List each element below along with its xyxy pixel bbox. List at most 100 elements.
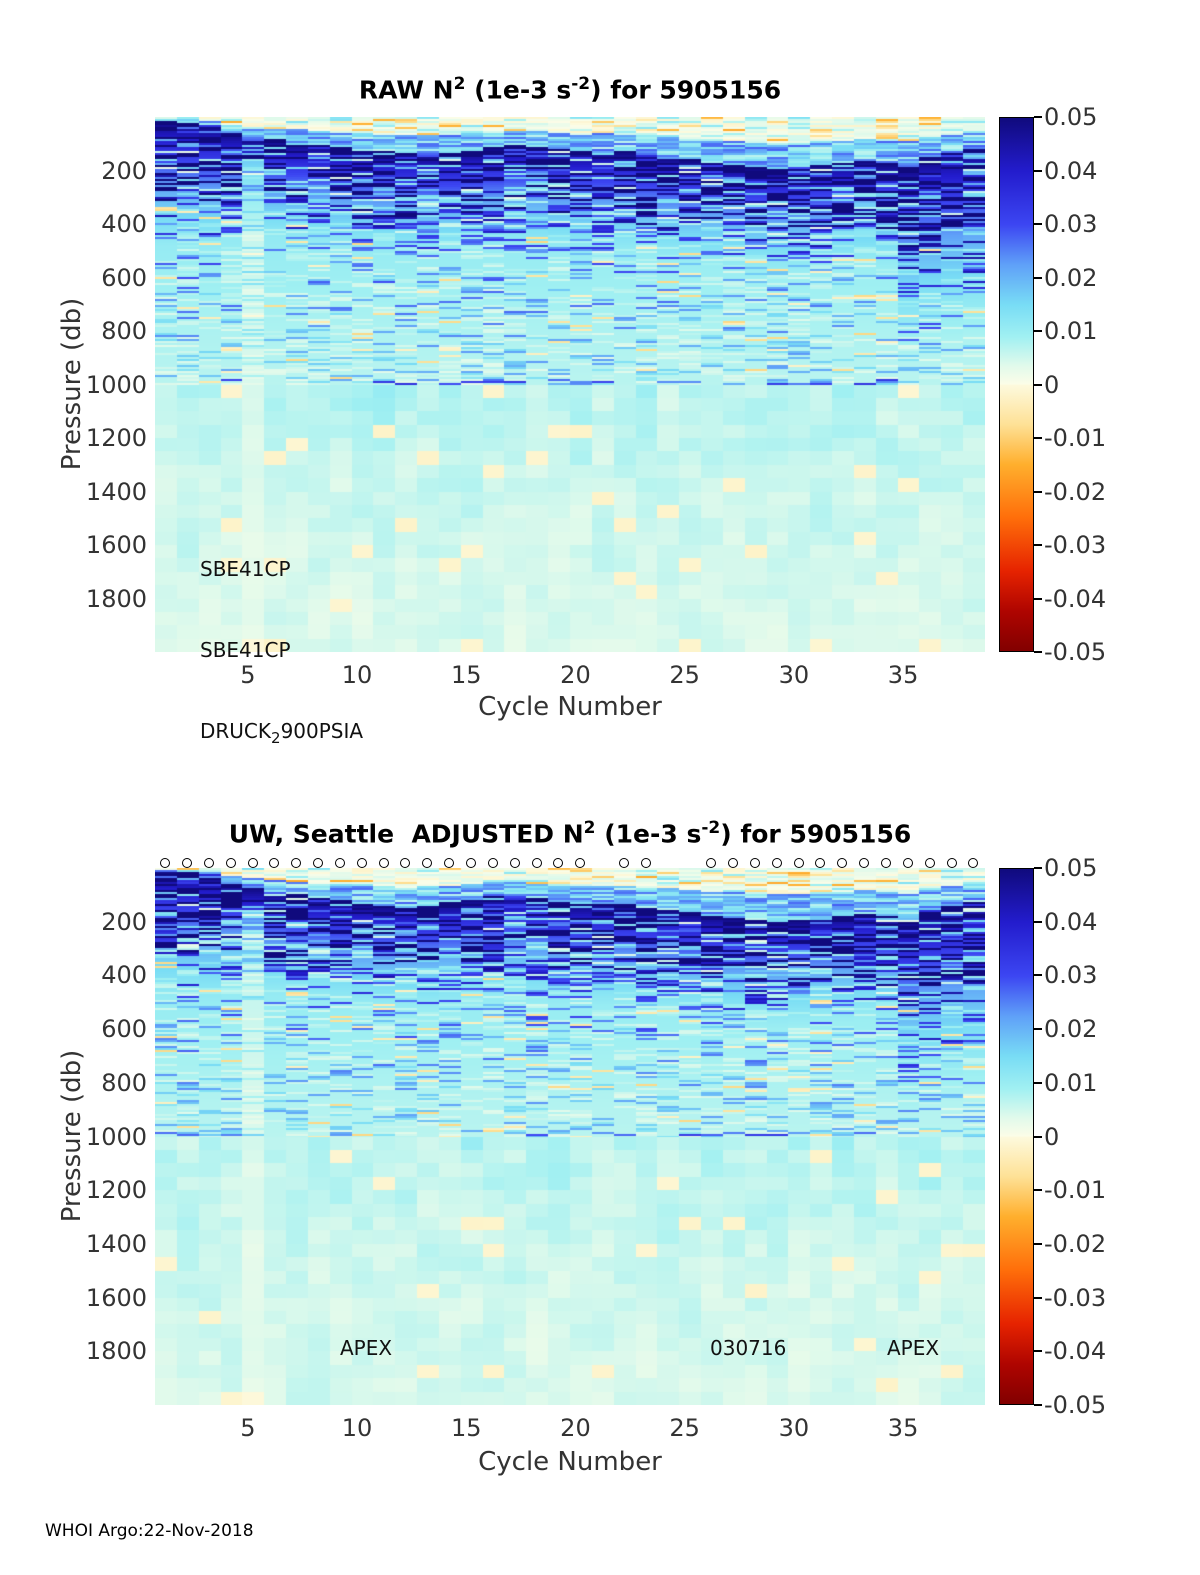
- cycle-marker-circle: [815, 858, 826, 868]
- title-text: ) for 5905156: [720, 819, 912, 849]
- colorbar-tick-label: 0.01: [1044, 317, 1098, 345]
- colorbar-tick-mark: [1034, 1135, 1042, 1138]
- colorbar-tick-label: 0.02: [1044, 1015, 1098, 1044]
- colorbar-tick-mark: [1034, 276, 1042, 279]
- colorbar-tick-label: -0.03: [1044, 531, 1107, 559]
- cycle-marker-circle: [793, 858, 804, 868]
- cycle-marker-circle: [203, 858, 214, 868]
- footer-credit: WHOI Argo:22-Nov-2018: [45, 1521, 254, 1541]
- cycle-marker-circle: [313, 858, 324, 868]
- colorbar-tick-mark: [1034, 1081, 1042, 1084]
- heatmap-raw: [155, 117, 985, 652]
- colorbar-tick-mark: [1034, 223, 1042, 225]
- y-tick-label: 1000: [85, 1122, 147, 1151]
- cycle-marker-circle: [902, 858, 913, 868]
- y-tick-label: 1600: [85, 531, 147, 559]
- y-tick-label: 600: [101, 1015, 147, 1044]
- cycle-marker-circle: [618, 858, 629, 868]
- colorbar-tick-label: 0.05: [1044, 854, 1098, 882]
- colorbar-tick-label: -0.04: [1044, 584, 1107, 613]
- cycle-marker-circle: [182, 858, 193, 868]
- title-superscript: -2: [701, 818, 721, 838]
- colorbar-tick-label: -0.05: [1044, 1391, 1107, 1419]
- colorbar-tick-label: -0.05: [1044, 638, 1107, 666]
- colorbar-tick-mark: [1034, 1296, 1042, 1299]
- heatmap-adjusted: [155, 868, 985, 1405]
- y-tick-label: 800: [101, 1068, 147, 1097]
- cycle-marker-circle: [553, 858, 564, 868]
- x-axis-label: Cycle Number: [478, 1447, 662, 1477]
- colorbar-tick-label: 0: [1044, 1122, 1060, 1151]
- colorbar-tick-mark: [1034, 974, 1042, 977]
- cycle-marker-circle: [771, 858, 782, 868]
- cycle-marker-circle: [837, 858, 848, 868]
- cycle-marker-circle: [728, 858, 739, 868]
- x-tick-label: 35: [887, 1414, 919, 1442]
- cycle-marker-circle: [225, 858, 236, 868]
- annotation-line: DRUCK2900PSIA: [200, 718, 363, 752]
- colorbar-tick-label: -0.01: [1044, 424, 1107, 452]
- y-tick-label: 1200: [85, 424, 147, 452]
- cycle-marker-circle: [968, 858, 979, 868]
- x-tick-label: 25: [669, 661, 700, 689]
- title-text: UW, Seattle ADJUSTED N: [228, 819, 584, 849]
- colorbar-tick-label: -0.04: [1044, 1337, 1107, 1366]
- y-tick-label: 200: [101, 156, 147, 185]
- colorbar-tick-label: -0.02: [1044, 477, 1107, 506]
- sensor-annotations: SBE41CP SBE41CP DRUCK2900PSIA: [200, 502, 363, 806]
- x-tick-label: 5: [240, 661, 256, 689]
- colorbar-tick-label: 0.03: [1044, 210, 1098, 238]
- colorbar-tick-mark: [1034, 1189, 1042, 1192]
- cycle-marker-circle: [247, 858, 258, 868]
- cycle-marker-circle: [640, 858, 651, 868]
- annotation-subscript: 2: [271, 729, 281, 747]
- platform-annotation: APEX: [340, 1336, 393, 1360]
- firmware-annotation: 030716: [710, 1336, 787, 1360]
- annotation-line: SBE41CP: [200, 638, 291, 662]
- colorbar-tick-label: 0: [1044, 370, 1060, 399]
- cycle-marker-circle: [334, 858, 345, 868]
- colorbar-tick-mark: [1034, 1404, 1042, 1406]
- x-tick-label: 5: [240, 1414, 256, 1442]
- y-tick-label: 1000: [85, 370, 147, 399]
- y-tick-label: 1800: [85, 1337, 147, 1366]
- cycle-marker-circle: [487, 858, 498, 868]
- panel-adjusted-title: UW, Seattle ADJUSTED N2 (1e-3 s-2) for 5…: [155, 818, 985, 848]
- cycle-marker-circle: [444, 858, 455, 868]
- colorbar-adjusted: [999, 868, 1034, 1405]
- x-tick-label: 20: [560, 1414, 591, 1442]
- colorbar-tick-mark: [1034, 116, 1042, 118]
- colorbar-tick-mark: [1034, 920, 1042, 923]
- cycle-marker-circle: [160, 858, 171, 868]
- colorbar-tick-label: 0.03: [1044, 961, 1098, 990]
- cycle-marker-circle: [881, 858, 891, 868]
- colorbar-tick-mark: [1034, 544, 1042, 546]
- y-tick-label: 600: [101, 263, 147, 292]
- colorbar-tick-label: 0.04: [1044, 156, 1098, 185]
- annotation-line: SBE41CP: [200, 557, 291, 581]
- annotation-text: 900PSIA: [280, 719, 364, 743]
- colorbar-tick-mark: [1034, 383, 1042, 386]
- x-tick-label: 25: [669, 1414, 700, 1442]
- cycle-marker-circle: [466, 858, 476, 868]
- x-tick-label: 15: [450, 1414, 482, 1442]
- colorbar-raw: [999, 117, 1034, 652]
- colorbar-tick-mark: [1034, 651, 1042, 653]
- title-text: (1e-3 s: [595, 819, 702, 849]
- colorbar-tick-mark: [1034, 490, 1042, 493]
- colorbar-tick-label: 0.04: [1044, 907, 1098, 936]
- cycle-marker-circle: [706, 858, 717, 868]
- x-tick-label: 15: [450, 661, 482, 689]
- x-tick-label: 30: [778, 661, 810, 689]
- x-axis-label: Cycle Number: [478, 692, 662, 722]
- panel-raw-title: RAW N2 (1e-3 s-2) for 5905156: [155, 74, 985, 104]
- y-tick-label: 1800: [85, 584, 147, 613]
- y-tick-label: 1200: [85, 1176, 147, 1205]
- cycle-marker-circle: [269, 858, 280, 868]
- colorbar-tick-mark: [1034, 330, 1042, 332]
- y-tick-label: 800: [101, 317, 147, 345]
- cycle-marker-circle: [924, 858, 935, 868]
- cycle-marker-circle: [400, 858, 411, 868]
- colorbar-tick-mark: [1034, 1028, 1042, 1031]
